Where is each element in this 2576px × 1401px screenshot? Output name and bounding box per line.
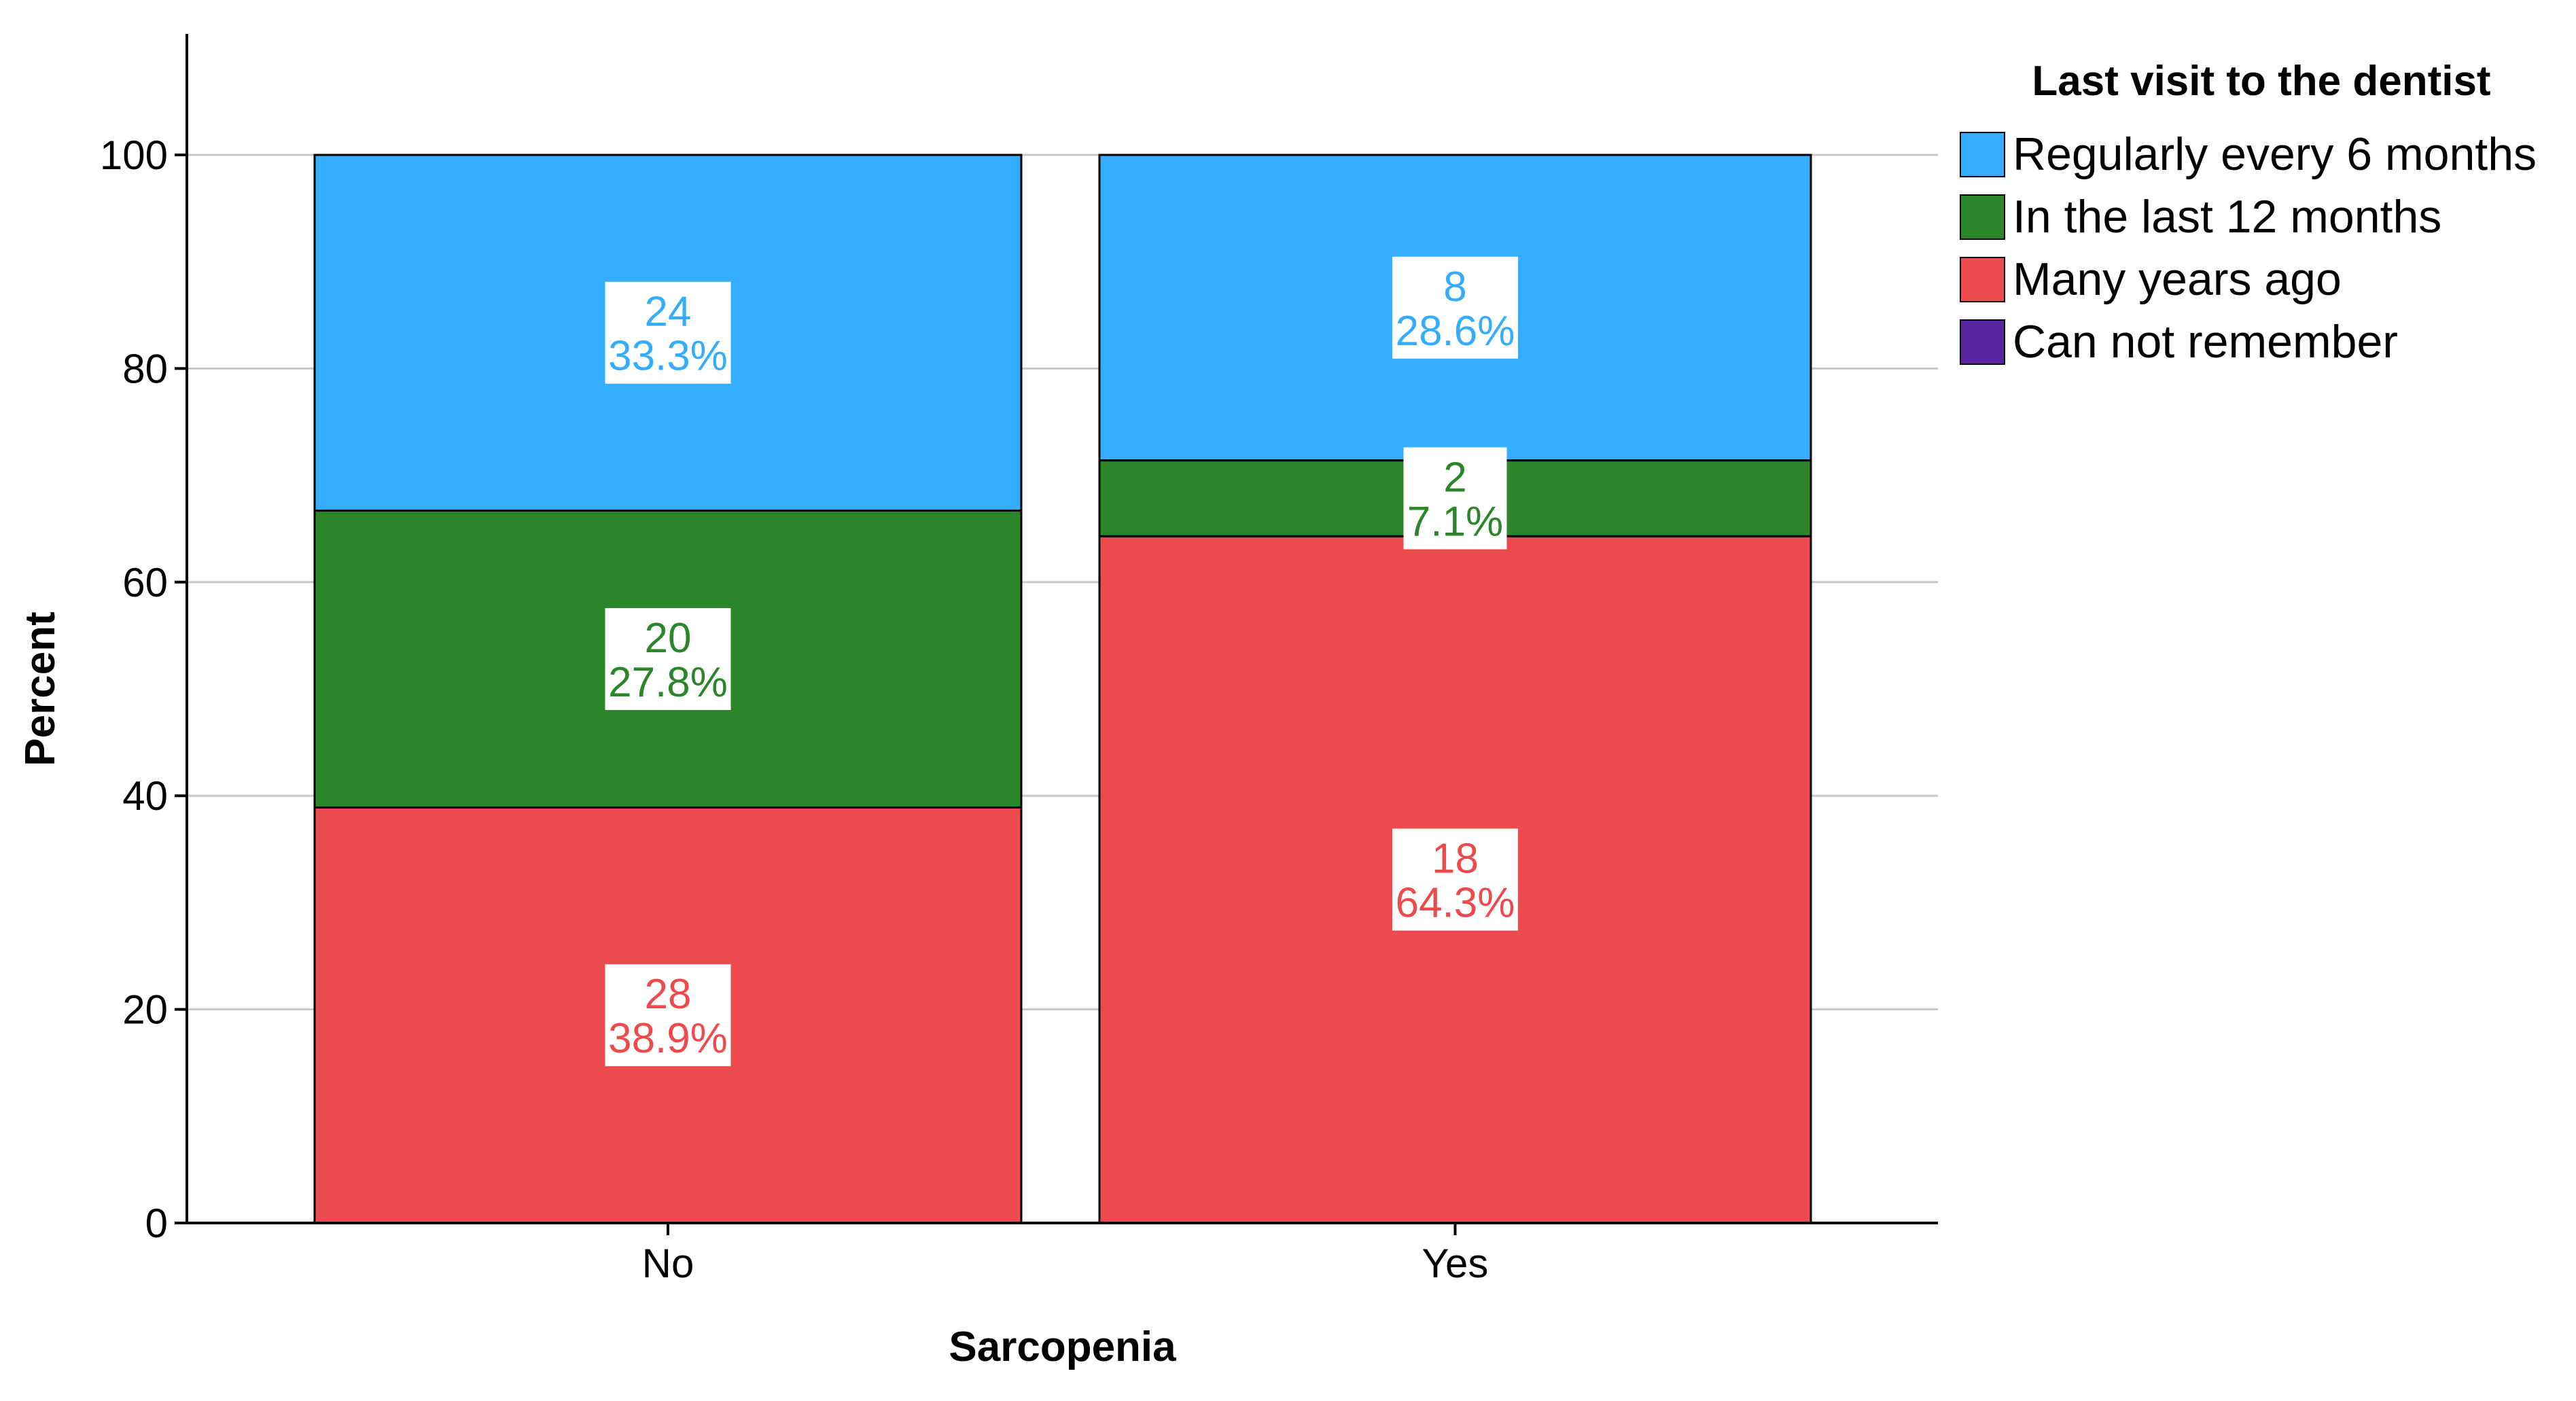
x-tick-label: No (642, 1241, 694, 1286)
data-label-count: 8 (1443, 264, 1466, 311)
bars (313, 154, 1812, 1224)
legend-swatch (1960, 257, 2005, 302)
legend-title: Last visit to the dentist (2032, 58, 2490, 105)
data-label-box (605, 607, 731, 710)
axes: Percent Sarcopenia 0 20 40 60 80 100 No Yes (17, 34, 1938, 1370)
x-tick-label: Yes (1422, 1241, 1489, 1286)
data-label-percent: 27.8% (608, 659, 728, 706)
legend-swatch (1960, 319, 2005, 365)
data-label-count: 2 (1443, 454, 1466, 501)
y-tick-label: 80 (122, 346, 168, 391)
legend-label: Can not remember (2013, 316, 2398, 368)
data-label-box (605, 964, 731, 1067)
legend-swatch (1960, 132, 2005, 177)
y-tick-label: 40 (122, 773, 168, 819)
y-tick-label: 0 (145, 1201, 168, 1246)
legend-swatch (1960, 194, 2005, 240)
legend-label: Many years ago (2013, 253, 2342, 305)
data-label-percent: 28.6% (1396, 308, 1515, 355)
data-label-box (605, 281, 731, 384)
data-label-percent: 38.9% (608, 1015, 728, 1062)
y-axis-title: Percent (17, 611, 64, 766)
data-label-box (1392, 828, 1518, 931)
legend: Last visit to the dentist Regularly ever… (1960, 58, 2537, 368)
y-tick-label: 20 (122, 987, 168, 1033)
data-label-percent: 64.3% (1396, 880, 1515, 927)
legend-label: Regularly every 6 months (2013, 128, 2537, 180)
x-axis-title: Sarcopenia (949, 1324, 1176, 1370)
data-label-percent: 7.1% (1407, 498, 1503, 545)
data-label-count: 20 (645, 615, 692, 662)
y-tick-label: 100 (100, 132, 168, 178)
data-label-count: 28 (645, 971, 692, 1018)
data-label-box (1392, 256, 1518, 359)
data-label-box (1403, 447, 1507, 550)
data-label-count: 24 (645, 289, 692, 336)
data-label-percent: 33.3% (608, 333, 728, 380)
data-label-count: 18 (1432, 836, 1479, 883)
y-tick-label: 60 (122, 560, 168, 605)
legend-label: In the last 12 months (2013, 191, 2441, 243)
